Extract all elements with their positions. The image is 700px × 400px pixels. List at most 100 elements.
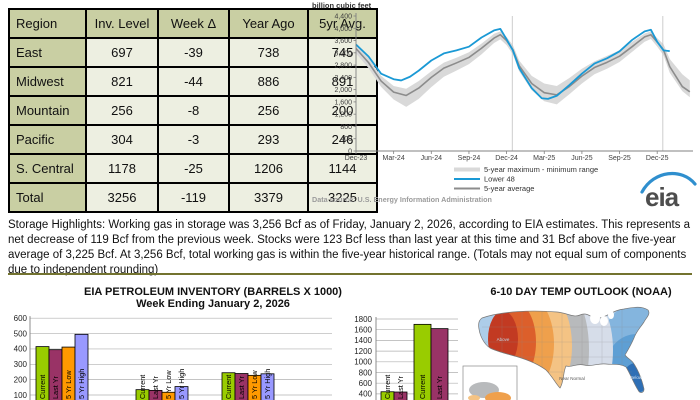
y-tick-label: 1000 [354,358,372,367]
value-cell: 1178 [85,153,159,184]
bar-label: Last Yr [151,375,160,399]
y-tick-label: 1200 [354,347,372,356]
y-tick-label: 100 [14,391,28,400]
y-tick-label: 600 [14,314,28,323]
y-tick-label: 200 [14,375,28,384]
y-tick-label: 500 [14,329,28,338]
x-tick-label: Jun-24 [421,155,443,162]
table-row: Midwest 821 -44 886 891 [8,66,378,97]
value-cell: 3225 [307,182,378,213]
value-cell: -39 [157,37,230,68]
storage-highlights: Storage Highlights: Working gas in stora… [8,219,691,276]
value-cell: -3 [157,124,230,155]
bar-label: Last Yr [396,375,405,399]
petroleum-chart-subtitle: Week Ending January 2, 2026 [136,298,290,310]
legend-swatch-band [454,167,480,172]
value-cell: 738 [228,37,309,68]
legend-label: Lower 48 [484,175,515,184]
value-cell: 891 [307,66,378,97]
value-cell: 256 [228,95,309,126]
section-divider [8,273,692,275]
series-5-year-average [355,33,691,97]
table-row: Total 3256 -119 3379 3225 [8,182,378,213]
temp-outlook-section: 6-10 DAY TEMP OUTLOOK (NOAA) [462,286,700,400]
y-tick-label: 1600 [354,326,372,335]
y-tick-label: 1400 [354,336,372,345]
y-tick-label: 4,000 [334,26,352,33]
table-row: Pacific 304 -3 293 246 [8,124,378,155]
y-tick-label: 800 [359,368,373,377]
x-tick-label: Sep-24 [458,155,481,162]
value-cell: -25 [157,153,230,184]
eia-logo-swoosh [640,171,697,194]
y-tick-label: 400 [14,345,28,354]
bar-label: Current [224,375,233,399]
y-tick-label: 2,400 [334,75,352,82]
great-lake [608,311,614,319]
y-tick-label: 3,200 [334,50,352,57]
value-cell: -44 [157,66,230,97]
y-tick-label: 4,400 [334,14,352,21]
storage-table: Region Inv. Level Week Δ Year Ago 5yr Avg. Ea… [8,8,378,213]
value-cell: 3256 [85,182,159,213]
x-tick-label: Dec-25 [646,155,669,162]
y-tick-label: 1,200 [334,112,352,119]
x-tick-label: Mar-24 [383,155,405,162]
gas-storage-chart-svg: 0 400 800 1,200 1,600 2,000 2,400 2,800 3,200 3,6… [312,1,697,212]
value-cell: 200 [307,95,378,126]
bar-last-yr [393,391,408,400]
x-tick-label: Jun-25 [571,155,593,162]
bar-5-yr-high [174,386,189,400]
value-cell: 293 [228,124,309,155]
column-header: Inv. Level [85,8,159,39]
bar-label: Current [38,375,47,399]
value-cell: 256 [85,95,159,126]
gas-storage-chart: 0 400 800 1,200 1,600 2,000 2,400 2,800 3,200 3,6… [310,0,700,216]
y-tick-label: 600 [359,379,373,388]
label-above: Above [497,337,510,342]
region-cell: Mountain [8,95,87,126]
bar-label: 5 Yr Low [164,370,173,399]
legend-label: 5-year maximum - minimum range [484,165,598,174]
table-row: Mountain 256 -8 256 200 [8,95,378,126]
eia-logo-text: eia [645,182,680,212]
legend-label: 5-year average [484,184,534,193]
bar-label: 5 Yr High [263,369,272,399]
y-tick-label: 1,600 [334,99,352,106]
petroleum-chart-title: EIA PETROLEUM INVENTORY (BARRELS X 1000) [84,286,342,298]
bar-label: Last Yr [51,375,60,399]
bar-5-yr-high [74,333,89,400]
series-lower-48 [355,27,670,100]
region-cell: Midwest [8,66,87,97]
value-cell: 304 [85,124,159,155]
y-tick-label: 400 [340,136,352,143]
column-header: 5yr Avg. [307,8,378,39]
x-tick-label: Dec-24 [495,155,518,162]
y-tick-label: 1800 [354,315,372,324]
column-header: Year Ago [228,8,309,39]
bar-label: 5 Yr High [77,369,86,399]
bar-label: 5 Yr Low [250,370,259,399]
value-cell: 3379 [228,182,309,213]
region-cell: Pacific [8,124,87,155]
alaska-inset [462,365,518,400]
label-below: Below [630,375,643,380]
petroleum-inventory-section: EIA PETROLEUM INVENTORY (BARRELS X 1000)… [0,286,460,400]
temp-outlook-map: Above Near Normal Below [462,306,650,400]
petroleum-chart-svg: 600 500 400 300 200 100 Current Last Yr 5 Yr Low… [14,314,458,400]
great-lake [600,316,608,326]
bar-label: Current [383,375,392,399]
table-row: S. Central 1178 -25 1206 1144 [8,153,378,184]
bar-label: 5 Yr Low [64,370,73,399]
y-tick-label: 0 [348,149,352,156]
y-tick-label: 2,000 [334,87,352,94]
y-axis-title: billion cubic feet [312,1,372,10]
x-tick-label: Dec-23 [345,155,368,162]
bar-label: Last Yr [237,375,246,399]
column-header: Region [8,8,87,39]
y-tick-label: 800 [340,124,352,131]
bar-label: Last Yr [435,375,444,399]
data-source-label: Data source: U.S. Energy Information Adm… [312,195,492,204]
region-cell: Total [8,182,87,213]
